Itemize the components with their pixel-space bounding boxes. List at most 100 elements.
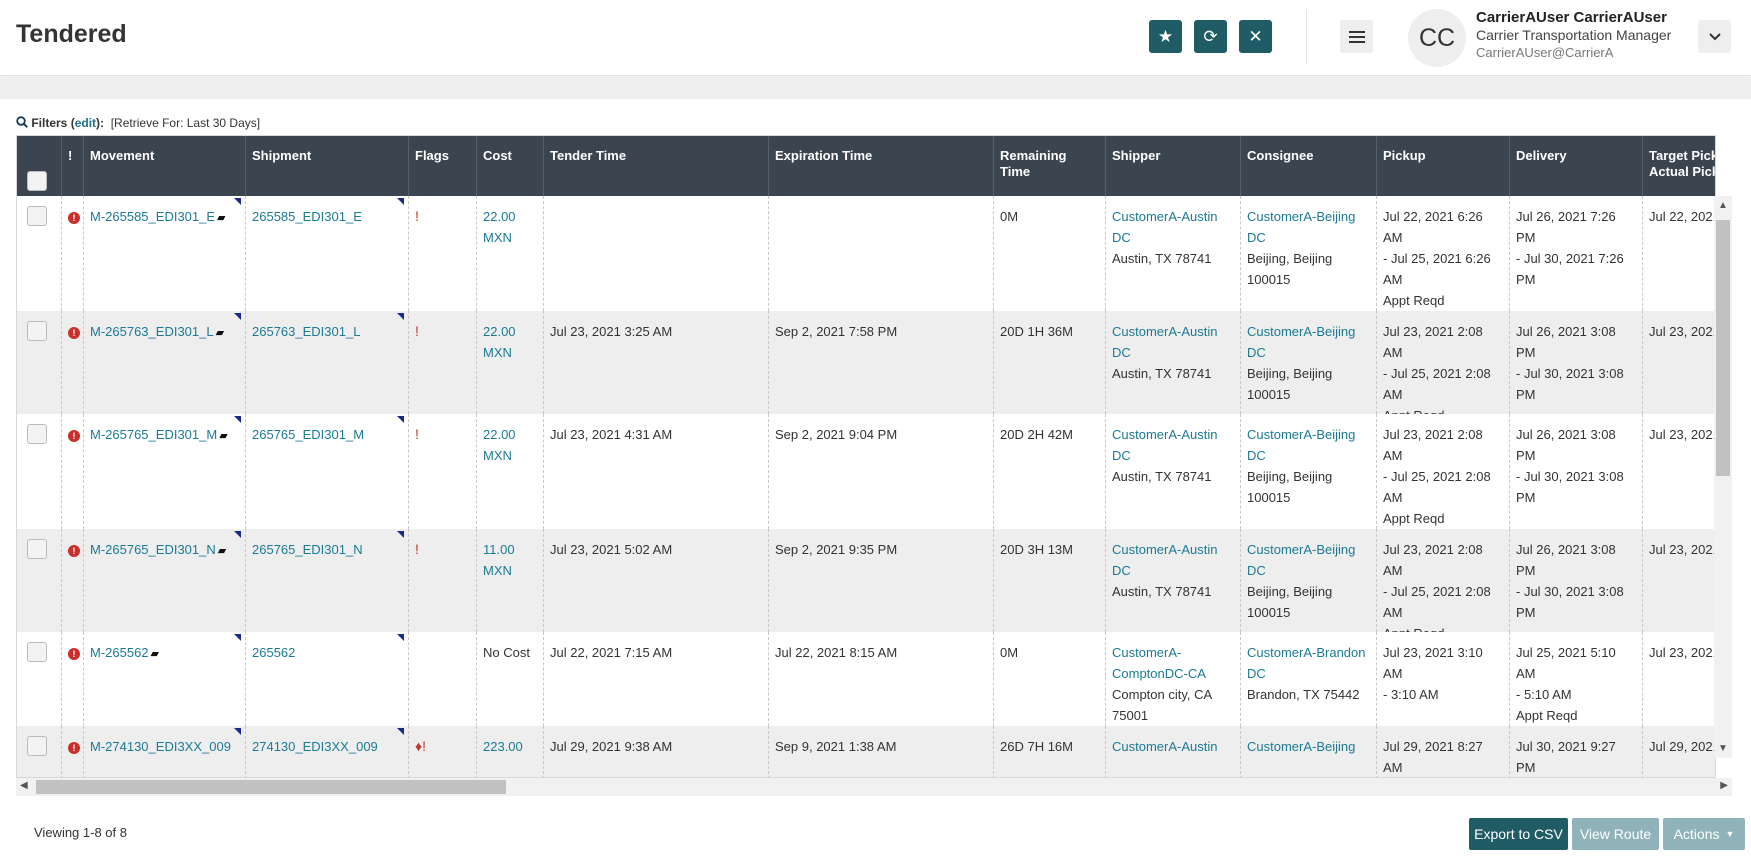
shipper-link-cont[interactable]: DC [1112, 448, 1131, 463]
table-row[interactable]: ! M-265765_EDI301_M ▰ 265765_EDI301_M ! 2… [17, 414, 1715, 529]
chevron-down-icon [1708, 32, 1721, 40]
map-icon[interactable]: ▰ [219, 430, 228, 442]
shipper-link[interactable]: CustomerA- [1112, 645, 1182, 660]
consignee-link[interactable]: CustomerA-Beijing [1247, 739, 1356, 754]
col-delivery[interactable]: Delivery [1510, 136, 1643, 196]
movement-link[interactable]: M-265763_EDI301_L [90, 324, 214, 339]
shipper-link[interactable]: CustomerA-Austin [1112, 542, 1218, 557]
consignee-link[interactable]: CustomerA-Brandon [1247, 645, 1366, 660]
table-row[interactable]: ! M-265765_EDI301_N ▰ 265765_EDI301_N ! 1… [17, 529, 1715, 641]
shipper-link[interactable]: CustomerA-Austin [1112, 427, 1218, 442]
scroll-up-icon[interactable]: ▲ [1718, 200, 1728, 211]
table-row[interactable]: ! M-265763_EDI301_L ▰ 265763_EDI301_L ! 2… [17, 311, 1715, 423]
consignee-link-cont[interactable]: DC [1247, 448, 1266, 463]
cost-value[interactable]: 223.00 [483, 739, 523, 754]
map-icon[interactable]: ▰ [217, 545, 227, 557]
movement-link[interactable]: M-265562 [90, 645, 149, 660]
movement-link[interactable]: M-265765_EDI301_M [90, 427, 218, 442]
vertical-scroll-thumb[interactable] [1716, 220, 1730, 476]
pickup-line: AM [1383, 272, 1403, 287]
target-pickup: Jul 23, 2021 [1643, 311, 1715, 414]
select-all-checkbox[interactable] [27, 171, 47, 191]
col-target-pickup[interactable]: Target Pickup... Actual Pickup [1643, 136, 1715, 196]
row-checkbox[interactable] [27, 321, 47, 341]
consignee-link[interactable]: CustomerA-Beijing [1247, 427, 1356, 442]
table-row[interactable]: ! M-274130_EDI3XX_009 274130_EDI3XX_009 … [17, 726, 1715, 777]
vertical-scrollbar[interactable]: ▲ ▼ [1714, 196, 1732, 758]
consignee-link-cont[interactable]: DC [1247, 345, 1266, 360]
tender-time: Jul 23, 2021 3:25 AM [544, 311, 769, 414]
scroll-down-icon[interactable]: ▼ [1718, 743, 1728, 754]
row-checkbox[interactable] [27, 206, 47, 226]
view-route-button[interactable]: View Route [1572, 818, 1659, 850]
row-checkbox[interactable] [27, 642, 47, 662]
delivery-line: PM [1516, 490, 1536, 505]
col-shipment[interactable]: Shipment [246, 136, 409, 196]
close-button[interactable]: ✕ [1239, 20, 1272, 53]
col-flags[interactable]: Flags [409, 136, 477, 196]
shipment-link[interactable]: 265765_EDI301_N [252, 542, 363, 557]
shipment-link[interactable]: 265765_EDI301_M [252, 427, 365, 442]
table-row[interactable]: ! M-265585_EDI301_E ▰ 265585_EDI301_E ! 2… [17, 196, 1715, 311]
map-icon[interactable]: ▰ [217, 212, 226, 224]
col-consignee[interactable]: Consignee [1241, 136, 1377, 196]
horizontal-scrollbar[interactable]: ◀ ▶ [16, 778, 1732, 796]
movement-link[interactable]: M-274130_EDI3XX_009 [90, 739, 231, 754]
col-cost[interactable]: Cost [477, 136, 544, 196]
scroll-right-icon[interactable]: ▶ [1720, 780, 1728, 791]
shipper-link[interactable]: CustomerA-Austin [1112, 209, 1218, 224]
refresh-button[interactable]: ⟳ [1194, 20, 1227, 53]
menu-button[interactable] [1340, 20, 1373, 53]
filters-edit-link[interactable]: edit [74, 116, 97, 130]
movement-link[interactable]: M-265765_EDI301_N [90, 542, 216, 557]
consignee-link-cont[interactable]: DC [1247, 563, 1266, 578]
map-icon[interactable]: ▰ [150, 648, 160, 660]
consignee-link[interactable]: CustomerA-Beijing [1247, 324, 1356, 339]
cost-value[interactable]: 22.00 [483, 209, 516, 224]
export-csv-button[interactable]: Export to CSV [1469, 818, 1568, 850]
flag-icon: ! [415, 323, 419, 339]
row-checkbox[interactable] [27, 539, 47, 559]
horizontal-scroll-thumb[interactable] [36, 780, 506, 794]
alert-icon: ! [68, 742, 80, 754]
movement-link[interactable]: M-265585_EDI301_E [90, 209, 216, 224]
shipper-link-cont[interactable]: DC [1112, 230, 1131, 245]
consignee-link-cont[interactable]: DC [1247, 666, 1266, 681]
shipper-link-cont[interactable]: DC [1112, 345, 1131, 360]
cost-value[interactable]: 11.00 [483, 542, 515, 557]
shipment-link[interactable]: 265585_EDI301_E [252, 209, 362, 224]
consignee-link[interactable]: CustomerA-Beijing [1247, 542, 1356, 557]
shipper-link[interactable]: CustomerA-Austin [1112, 739, 1218, 754]
tender-time: Jul 23, 2021 5:02 AM [544, 529, 769, 632]
row-checkbox[interactable] [27, 736, 47, 756]
actions-label: Actions [1673, 826, 1720, 842]
actions-button[interactable]: Actions ▼ [1663, 818, 1745, 850]
shipment-link[interactable]: 265763_EDI301_L [252, 324, 361, 339]
shipper-link-cont[interactable]: ComptonDC-CA [1112, 666, 1206, 681]
shipper-link-cont[interactable]: DC [1112, 563, 1131, 578]
col-tender-time[interactable]: Tender Time [544, 136, 769, 196]
consignee-link-cont[interactable]: DC [1247, 230, 1266, 245]
col-remaining-time[interactable]: Remaining Time [994, 136, 1106, 196]
col-movement[interactable]: Movement [84, 136, 246, 196]
col-pickup[interactable]: Pickup [1377, 136, 1510, 196]
col-alert[interactable]: ! [62, 136, 84, 196]
cost-value[interactable]: 22.00 [483, 427, 516, 442]
row-checkbox[interactable] [27, 424, 47, 444]
avatar[interactable]: CC [1408, 9, 1466, 67]
favorite-button[interactable]: ★ [1149, 20, 1182, 53]
delivery-line: Jul 26, 2021 3:08 PM [1516, 427, 1616, 463]
shipment-link[interactable]: 274130_EDI3XX_009 [252, 739, 378, 754]
target-pickup: Jul 23, 2021 [1643, 632, 1715, 726]
col-expiration-time[interactable]: Expiration Time [769, 136, 994, 196]
shipment-link[interactable]: 265562 [252, 645, 296, 660]
cost-value[interactable]: 22.00 [483, 324, 516, 339]
map-icon[interactable]: ▰ [215, 327, 225, 339]
user-menu-toggle[interactable] [1698, 20, 1731, 53]
shipper-link[interactable]: CustomerA-Austin [1112, 324, 1218, 339]
consignee-link[interactable]: CustomerA-Beijing [1247, 209, 1356, 224]
table-row[interactable]: ! M-265562 ▰ 265562 No Cost Jul 22, 2021 … [17, 632, 1715, 726]
col-shipper[interactable]: Shipper [1106, 136, 1241, 196]
scroll-left-icon[interactable]: ◀ [20, 780, 28, 791]
corner-marker-icon [234, 531, 241, 538]
